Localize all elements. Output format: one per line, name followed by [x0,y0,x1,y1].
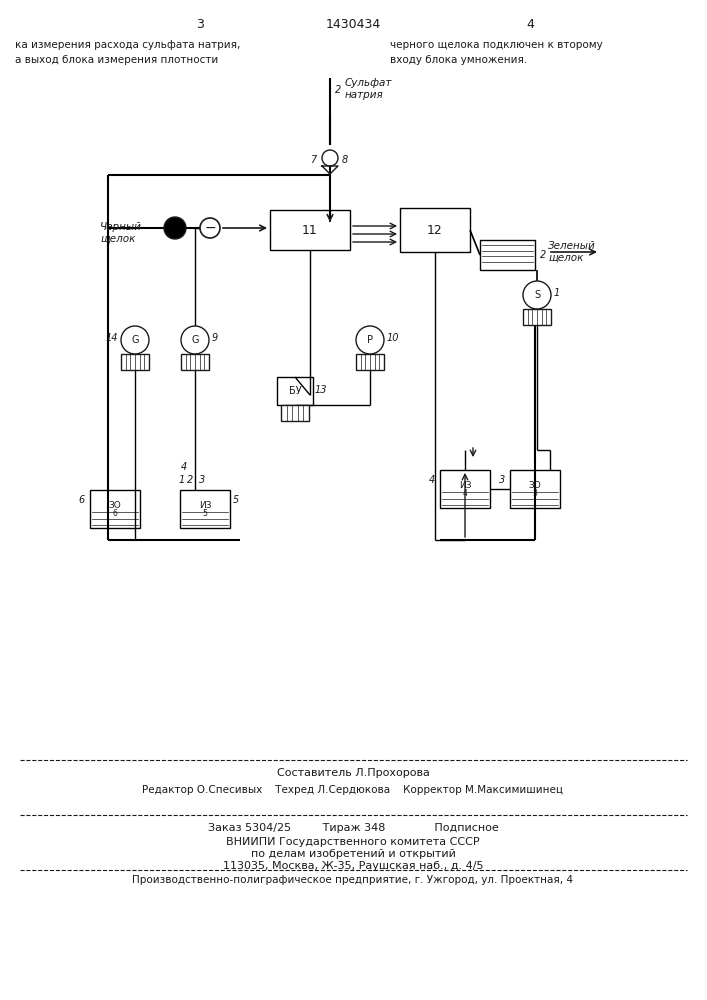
Bar [281,405,309,421]
Text: 1: 1 [179,475,185,485]
Text: входу блока умножения.: входу блока умножения. [390,55,527,65]
Bar [480,240,535,270]
Text: ВНИИПИ Государственного комитета СССР: ВНИИПИ Государственного комитета СССР [226,837,480,847]
Text: 3: 3 [498,475,505,485]
Text: 7: 7 [310,155,316,165]
Bar [270,210,350,250]
Text: ИЗ: ИЗ [459,482,472,490]
Text: 5: 5 [233,495,239,505]
Text: P: P [367,335,373,345]
Text: 5: 5 [203,510,207,518]
Text: 2: 2 [187,475,193,485]
Circle shape [322,150,338,166]
Text: ка измерения расхода сульфата натрия,: ка измерения расхода сульфата натрия, [15,40,240,50]
Text: ЗО: ЗО [529,482,542,490]
Text: 14: 14 [105,333,118,343]
Text: G: G [132,335,139,345]
Text: 1: 1 [554,288,560,298]
Text: 3: 3 [532,489,537,498]
Circle shape [121,326,149,354]
Circle shape [181,326,209,354]
Bar [400,208,470,252]
Bar [356,354,384,370]
Bar [121,354,149,370]
Bar [180,490,230,528]
Circle shape [523,281,551,309]
Text: 2: 2 [335,85,341,95]
Text: Заказ 5304/25         Тираж 348              Подписное: Заказ 5304/25 Тираж 348 Подписное [208,823,498,833]
Text: Производственно-полиграфическое предприятие, г. Ужгород, ул. Проектная, 4: Производственно-полиграфическое предприя… [132,875,573,885]
Text: 3: 3 [199,475,205,485]
Text: 3: 3 [196,18,204,31]
Text: 8: 8 [342,155,349,165]
Text: 13: 13 [315,385,327,395]
Text: 10: 10 [387,333,399,343]
Text: Редактор О.Спесивых    Техред Л.Сердюкова    Корректор М.Максимишинец: Редактор О.Спесивых Техред Л.Сердюкова К… [143,785,563,795]
Text: 9: 9 [212,333,218,343]
Text: −: − [204,221,216,235]
Text: S: S [534,290,540,300]
Text: 2: 2 [540,250,547,260]
Circle shape [200,218,220,238]
Bar [181,354,209,370]
Bar [510,470,560,508]
Text: 4: 4 [526,18,534,31]
Text: 113035, Москва, Ж-35, Раушская наб., д. 4/5: 113035, Москва, Ж-35, Раушская наб., д. … [223,861,484,871]
Text: Черный
щелок: Черный щелок [100,222,142,244]
Bar [277,377,313,405]
Text: 6: 6 [112,510,117,518]
Text: БУ: БУ [288,386,301,396]
Text: ЗО: ЗО [109,502,122,510]
Text: 6: 6 [78,495,85,505]
Text: 12: 12 [427,224,443,236]
Text: по делам изобретений и открытий: по делам изобретений и открытий [250,849,455,859]
Circle shape [356,326,384,354]
Text: черного щелока подключен к второму: черного щелока подключен к второму [390,40,603,50]
Bar [440,470,490,508]
Text: Сульфат
натрия: Сульфат натрия [345,78,392,100]
Text: 4: 4 [181,462,187,472]
Text: 1430434: 1430434 [325,18,380,31]
Text: 11: 11 [302,224,318,236]
Text: Составитель Л.Прохорова: Составитель Л.Прохорова [276,768,429,778]
Text: 4: 4 [462,489,467,498]
Text: 4: 4 [428,475,435,485]
Bar [523,309,551,325]
Bar [90,490,140,528]
Circle shape [164,217,186,239]
Text: ИЗ: ИЗ [199,502,211,510]
Text: G: G [192,335,199,345]
Text: Зеленый
щелок: Зеленый щелок [548,241,596,263]
Text: а выход блока измерения плотности: а выход блока измерения плотности [15,55,218,65]
